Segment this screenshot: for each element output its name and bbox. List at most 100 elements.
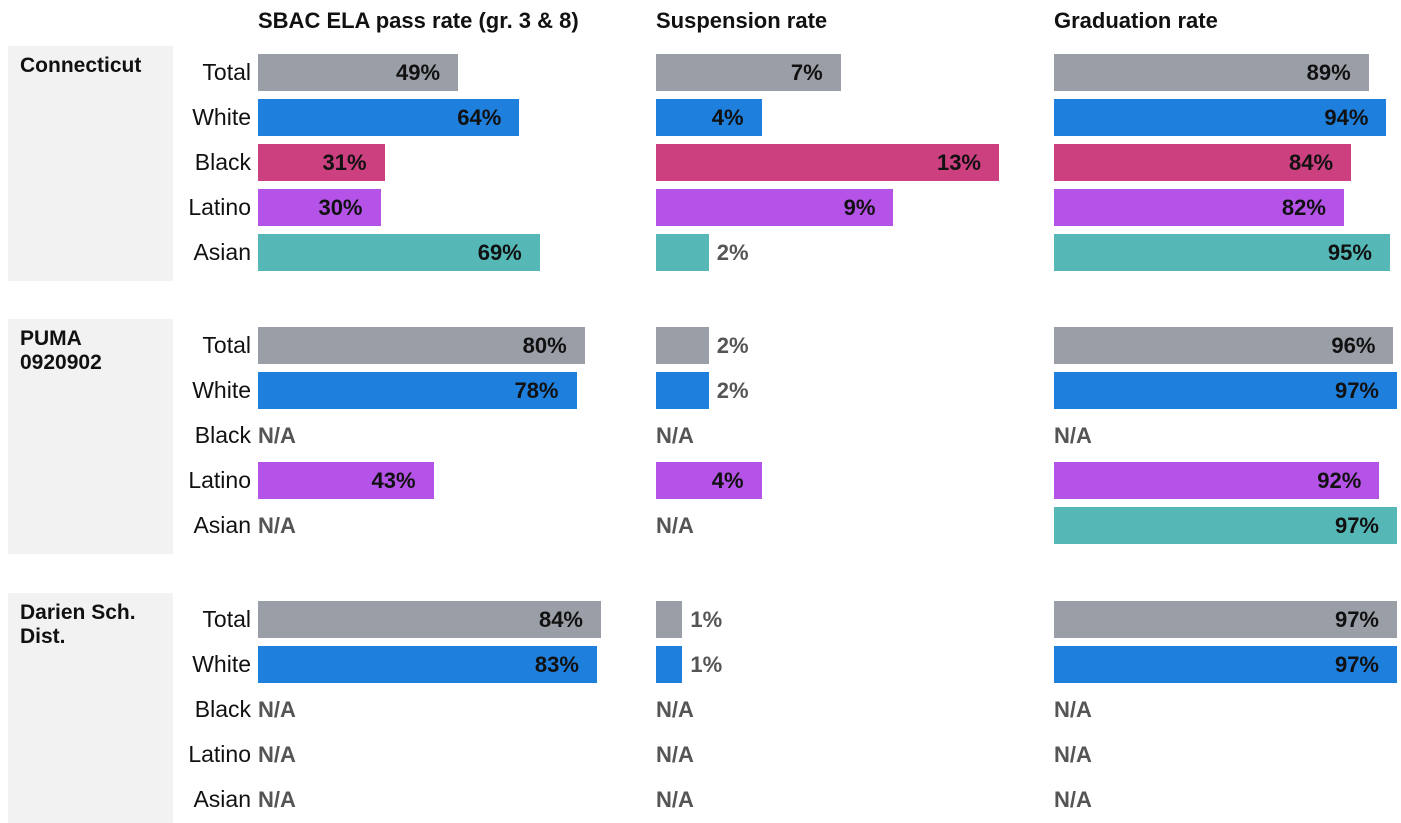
value-label: 49% <box>396 60 441 85</box>
value-label: 82% <box>1281 195 1326 220</box>
bar <box>1054 601 1397 638</box>
category-label: Asian <box>193 786 251 812</box>
category-label: White <box>192 377 251 403</box>
na-label: N/A <box>258 513 296 538</box>
value-label: 4% <box>711 105 744 130</box>
value-label: 92% <box>1317 468 1362 493</box>
category-label: Black <box>194 149 251 175</box>
value-label: 78% <box>514 378 559 403</box>
value-label: 1% <box>690 607 723 632</box>
bar <box>258 144 385 181</box>
na-label: N/A <box>1054 697 1092 722</box>
na-label: N/A <box>258 787 296 812</box>
na-label: N/A <box>656 742 694 767</box>
na-label: N/A <box>258 742 296 767</box>
category-label: Total <box>202 332 251 358</box>
bar <box>1054 54 1369 91</box>
value-label: 97% <box>1334 513 1379 538</box>
value-label: 2% <box>716 333 749 358</box>
bar <box>656 99 762 136</box>
bar <box>1054 507 1397 544</box>
bar <box>656 462 762 499</box>
value-label: 64% <box>457 105 502 130</box>
bar <box>258 99 520 136</box>
category-label: Latino <box>188 194 251 220</box>
bar <box>656 144 999 181</box>
value-label: 31% <box>322 150 367 175</box>
category-label: Total <box>202 606 251 632</box>
category-label: Black <box>194 422 251 448</box>
value-label: 30% <box>318 195 363 220</box>
value-label: 2% <box>716 240 749 265</box>
bar <box>1054 646 1397 683</box>
category-label: Total <box>202 59 251 85</box>
value-label: 4% <box>711 468 744 493</box>
bar <box>1054 327 1394 364</box>
category-label: Latino <box>188 741 251 767</box>
bar <box>258 189 381 226</box>
bar <box>258 327 585 364</box>
value-label: 83% <box>534 652 579 677</box>
value-label: 96% <box>1331 333 1376 358</box>
bar <box>258 372 577 409</box>
value-label: 1% <box>690 652 723 677</box>
bar <box>656 189 894 226</box>
value-label: 97% <box>1334 378 1379 403</box>
value-label: 13% <box>936 150 981 175</box>
na-label: N/A <box>1054 787 1092 812</box>
bar <box>656 646 683 683</box>
category-label: Black <box>194 696 251 722</box>
value-label: 9% <box>843 195 876 220</box>
group-background <box>8 46 173 281</box>
value-label: 95% <box>1327 240 1372 265</box>
bar <box>258 601 601 638</box>
group-label: PUMA 0920902 <box>20 327 102 374</box>
panel-title: Suspension rate <box>656 8 828 33</box>
bar <box>656 372 709 409</box>
bar <box>656 54 841 91</box>
bar <box>1054 234 1390 271</box>
category-label: Asian <box>193 239 251 265</box>
value-label: 97% <box>1334 652 1379 677</box>
bar <box>258 462 434 499</box>
na-label: N/A <box>656 423 694 448</box>
group-background <box>8 319 173 554</box>
na-label: N/A <box>1054 423 1092 448</box>
na-label: N/A <box>1054 742 1092 767</box>
panel-title: Graduation rate <box>1054 8 1218 33</box>
value-label: 84% <box>1288 150 1334 175</box>
value-label: 7% <box>790 60 823 85</box>
na-label: N/A <box>258 423 296 448</box>
bar <box>656 601 683 638</box>
bar <box>1054 189 1344 226</box>
bar <box>656 327 709 364</box>
group-label: Connecticut <box>20 54 142 77</box>
panel-title: SBAC ELA pass rate (gr. 3 & 8) <box>258 8 579 33</box>
category-label: White <box>192 104 251 130</box>
na-label: N/A <box>656 513 694 538</box>
bar <box>1054 372 1397 409</box>
value-label: 80% <box>522 333 567 358</box>
group-label: Darien Sch. Dist. <box>20 601 136 648</box>
na-label: N/A <box>258 697 296 722</box>
bar <box>656 234 709 271</box>
category-label: Asian <box>193 512 251 538</box>
value-label: 2% <box>716 378 749 403</box>
value-label: 89% <box>1306 60 1351 85</box>
bar <box>1054 462 1380 499</box>
value-label: 43% <box>371 468 416 493</box>
value-label: 97% <box>1334 607 1379 632</box>
bar <box>258 54 459 91</box>
value-label: 69% <box>477 240 522 265</box>
group-background <box>8 593 173 823</box>
bar <box>258 234 540 271</box>
na-label: N/A <box>656 697 694 722</box>
category-label: White <box>192 651 251 677</box>
value-label: 94% <box>1324 105 1369 130</box>
na-label: N/A <box>656 787 694 812</box>
category-label: Latino <box>188 467 251 493</box>
value-label: 84% <box>538 607 583 632</box>
bar <box>258 646 597 683</box>
bar <box>1054 99 1387 136</box>
